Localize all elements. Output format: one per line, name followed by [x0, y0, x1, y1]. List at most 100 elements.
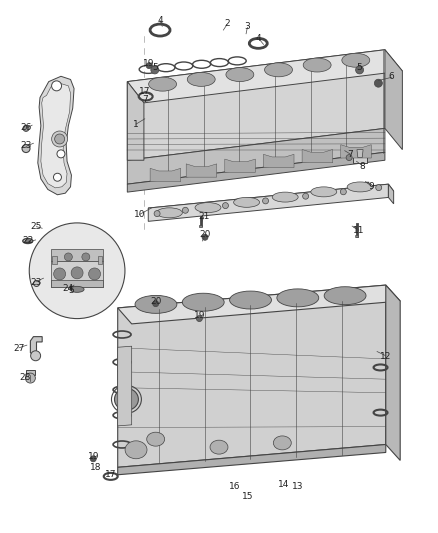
- Polygon shape: [199, 225, 202, 227]
- Ellipse shape: [135, 295, 177, 313]
- Polygon shape: [26, 370, 35, 375]
- Polygon shape: [118, 285, 400, 324]
- Polygon shape: [127, 128, 385, 184]
- Polygon shape: [263, 154, 294, 167]
- Text: 26: 26: [20, 123, 32, 132]
- Text: 5: 5: [357, 63, 363, 72]
- Circle shape: [82, 253, 90, 261]
- Text: 6: 6: [389, 72, 394, 81]
- Text: 23: 23: [31, 278, 42, 287]
- Ellipse shape: [125, 441, 147, 459]
- Circle shape: [376, 184, 381, 191]
- Circle shape: [52, 81, 62, 91]
- Text: 3: 3: [244, 22, 250, 31]
- Ellipse shape: [273, 436, 291, 450]
- Circle shape: [356, 66, 364, 74]
- Polygon shape: [385, 50, 403, 150]
- Circle shape: [374, 79, 382, 87]
- Text: 5: 5: [68, 286, 74, 295]
- Ellipse shape: [226, 68, 254, 82]
- Polygon shape: [127, 50, 385, 160]
- Text: 23: 23: [20, 141, 32, 150]
- Circle shape: [29, 223, 125, 319]
- Circle shape: [154, 211, 160, 216]
- Ellipse shape: [195, 203, 221, 213]
- Text: 5: 5: [152, 63, 158, 72]
- Text: 21: 21: [198, 212, 209, 221]
- Polygon shape: [51, 261, 103, 287]
- Ellipse shape: [70, 286, 84, 292]
- Polygon shape: [51, 249, 103, 261]
- Text: 17: 17: [139, 87, 151, 95]
- Text: 20: 20: [150, 296, 161, 305]
- Ellipse shape: [324, 287, 366, 305]
- Polygon shape: [51, 280, 103, 287]
- Circle shape: [146, 63, 152, 69]
- Ellipse shape: [347, 182, 373, 192]
- Polygon shape: [127, 82, 144, 160]
- Circle shape: [151, 66, 159, 74]
- Polygon shape: [389, 184, 394, 204]
- Text: 19: 19: [143, 59, 155, 68]
- Ellipse shape: [230, 291, 272, 309]
- Polygon shape: [118, 346, 132, 426]
- Text: 4: 4: [255, 34, 261, 43]
- Text: 24: 24: [63, 284, 74, 293]
- Circle shape: [182, 207, 188, 213]
- Ellipse shape: [233, 197, 260, 207]
- Polygon shape: [41, 83, 71, 188]
- Polygon shape: [225, 159, 255, 172]
- Text: 9: 9: [368, 182, 374, 191]
- Ellipse shape: [210, 440, 228, 454]
- Polygon shape: [98, 256, 102, 264]
- Circle shape: [55, 134, 65, 144]
- Text: 16: 16: [229, 482, 240, 491]
- Text: 1: 1: [133, 119, 139, 128]
- Circle shape: [202, 235, 208, 240]
- Circle shape: [22, 144, 30, 152]
- Text: 7: 7: [347, 150, 353, 159]
- Text: 20: 20: [199, 230, 211, 239]
- Ellipse shape: [303, 58, 331, 72]
- Ellipse shape: [182, 293, 224, 311]
- Circle shape: [33, 280, 39, 287]
- Polygon shape: [118, 445, 386, 475]
- Circle shape: [57, 150, 65, 158]
- Ellipse shape: [342, 53, 370, 67]
- Ellipse shape: [114, 389, 138, 410]
- Polygon shape: [357, 150, 363, 158]
- Circle shape: [64, 253, 72, 261]
- Ellipse shape: [272, 192, 298, 202]
- Text: 4: 4: [157, 16, 163, 25]
- Circle shape: [223, 203, 229, 208]
- Polygon shape: [30, 337, 42, 356]
- Polygon shape: [148, 184, 394, 215]
- Ellipse shape: [156, 208, 182, 218]
- Polygon shape: [355, 235, 358, 237]
- Polygon shape: [341, 145, 371, 158]
- Text: 11: 11: [353, 226, 364, 235]
- Text: 12: 12: [380, 352, 392, 361]
- Text: 27: 27: [13, 344, 25, 353]
- Polygon shape: [150, 168, 180, 182]
- Circle shape: [23, 125, 29, 131]
- Text: 17: 17: [105, 470, 117, 479]
- Polygon shape: [302, 149, 332, 163]
- Polygon shape: [127, 50, 403, 103]
- Circle shape: [71, 267, 83, 279]
- Circle shape: [53, 173, 61, 181]
- Polygon shape: [353, 152, 367, 163]
- Text: 15: 15: [242, 491, 253, 500]
- Ellipse shape: [187, 72, 215, 86]
- Text: 13: 13: [292, 482, 304, 491]
- Polygon shape: [186, 164, 217, 177]
- Circle shape: [346, 155, 352, 160]
- Polygon shape: [127, 152, 385, 192]
- Ellipse shape: [23, 238, 33, 244]
- Circle shape: [52, 131, 67, 147]
- Circle shape: [25, 373, 35, 383]
- Circle shape: [54, 268, 66, 280]
- Polygon shape: [38, 76, 74, 195]
- Text: 19: 19: [194, 311, 205, 320]
- Circle shape: [31, 351, 41, 361]
